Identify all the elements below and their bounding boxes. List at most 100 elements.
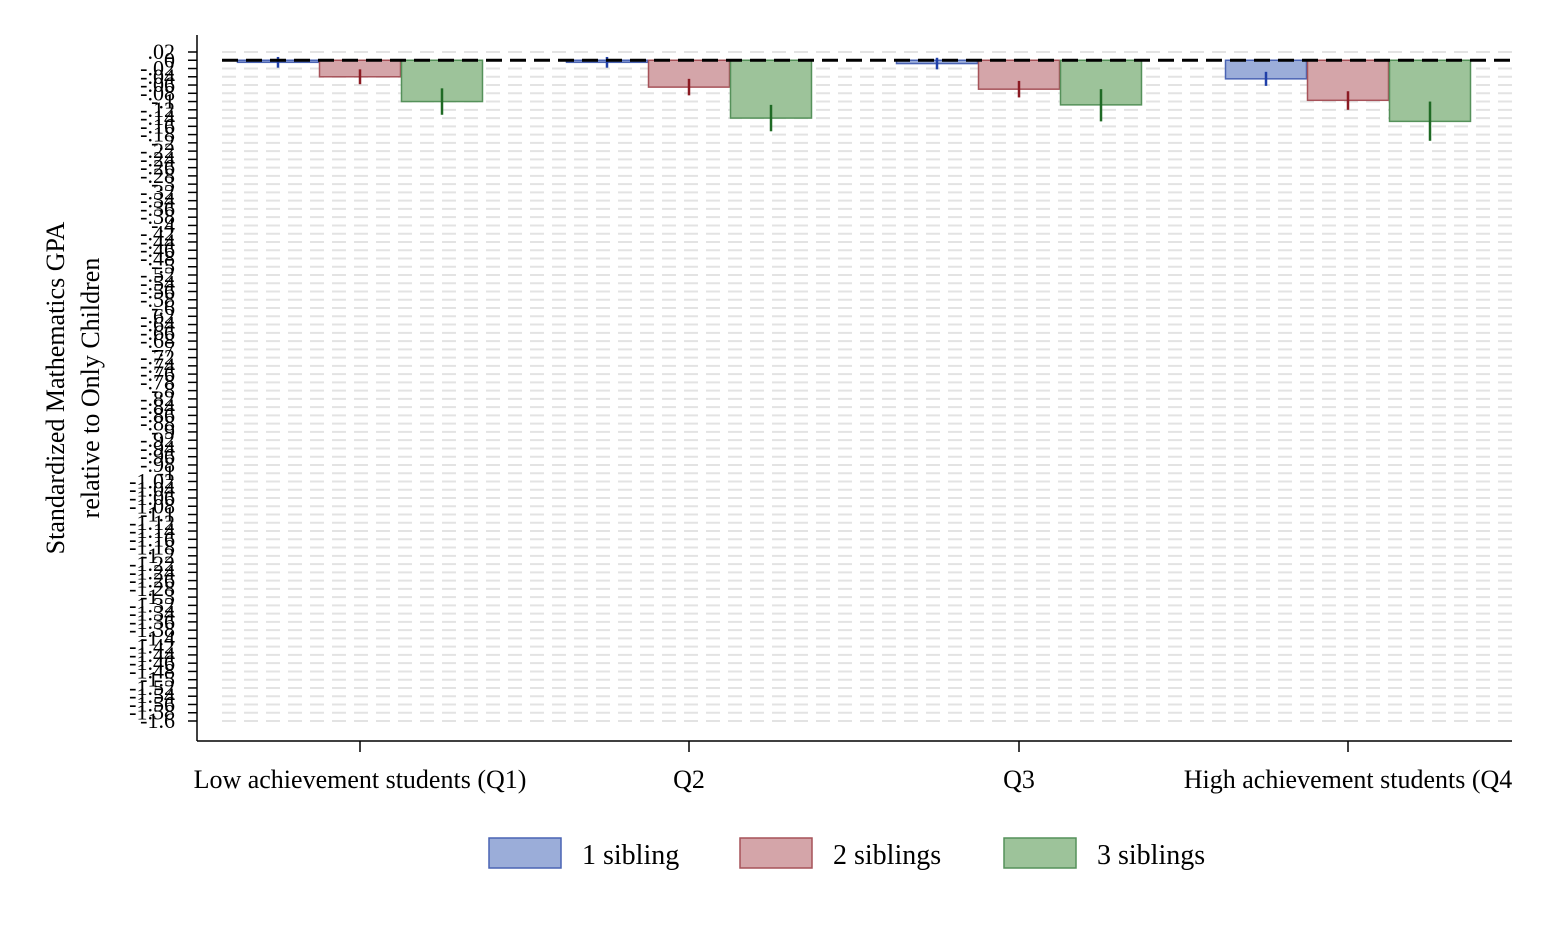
y-tick-label: -.8 bbox=[151, 378, 175, 403]
legend: 1 sibling 2 siblings 3 siblings bbox=[488, 837, 1205, 871]
y-tick-label: -1 bbox=[157, 460, 175, 485]
y-tick-label: -1.26 bbox=[129, 568, 175, 593]
y-tick-label: -.76 bbox=[140, 361, 175, 386]
y-tick-label: -1.14 bbox=[129, 518, 175, 543]
y-tick-label: -.84 bbox=[140, 394, 175, 419]
y-tick-label: -1.36 bbox=[129, 609, 175, 634]
y-tick-label: -.12 bbox=[140, 97, 175, 122]
y-tick-label: -1.06 bbox=[129, 485, 175, 510]
y-tick-label: -1.58 bbox=[129, 700, 175, 725]
y-tick-label: -.96 bbox=[140, 444, 175, 469]
y-tick-label: -.6 bbox=[151, 295, 175, 320]
legend-label: 1 sibling bbox=[582, 840, 679, 871]
y-tick-label: -1.32 bbox=[129, 592, 175, 617]
y-axis-label-line1: Standardized Mathematics GPA bbox=[41, 221, 70, 554]
y-tick-label: -1.56 bbox=[129, 691, 175, 716]
legend-swatch bbox=[488, 837, 562, 869]
y-tick-label: -1.4 bbox=[140, 625, 175, 650]
error-bars bbox=[276, 56, 1432, 141]
y-tick-label: .02 bbox=[148, 39, 176, 64]
y-tick-label: -1.04 bbox=[129, 477, 175, 502]
y-tick-label: -1.02 bbox=[129, 468, 175, 493]
y-tick-label: -1.18 bbox=[129, 535, 175, 560]
y-tick-label: -1.44 bbox=[129, 642, 175, 667]
y-tick-label: -.2 bbox=[151, 130, 175, 155]
x-tick-label: Q3 bbox=[1003, 765, 1035, 794]
y-tick-label: -1.28 bbox=[129, 576, 175, 601]
y-tick-label: -.26 bbox=[140, 155, 175, 180]
y-tick-label: -.74 bbox=[140, 353, 175, 378]
legend-swatch bbox=[739, 837, 813, 869]
y-tick-label: -.62 bbox=[140, 303, 175, 328]
x-tick-label: Q2 bbox=[673, 765, 705, 794]
y-tick-label: -.28 bbox=[140, 163, 175, 188]
y-tick-label: -.68 bbox=[140, 328, 175, 353]
y-tick-label: -1.16 bbox=[129, 526, 175, 551]
y-tick-label: -.24 bbox=[140, 146, 175, 171]
y-tick-label: -1.24 bbox=[129, 559, 175, 584]
y-tick-label: -.78 bbox=[140, 369, 175, 394]
y-tick-label: -1.08 bbox=[129, 493, 175, 518]
y-tick-label: -.02 bbox=[140, 56, 175, 81]
y-axis-label-line2: relative to Only Children bbox=[76, 258, 105, 519]
y-tick-label: -.32 bbox=[140, 179, 175, 204]
legend-label: 2 siblings bbox=[833, 840, 941, 871]
y-tick-label: -1.46 bbox=[129, 650, 175, 675]
y-tick-label: -.3 bbox=[151, 171, 175, 196]
y-tick-label: -1.52 bbox=[129, 675, 175, 700]
y-tick-label: -.48 bbox=[140, 245, 175, 270]
y-tick-label: -.38 bbox=[140, 204, 175, 229]
y-tick-label: -.1 bbox=[151, 89, 175, 114]
y-tick-label: -1.34 bbox=[129, 601, 175, 626]
y-tick-label: -.7 bbox=[151, 336, 175, 361]
y-tick-label: -.72 bbox=[140, 345, 175, 370]
legend-label: 3 siblings bbox=[1097, 840, 1205, 871]
y-tick-label: -.94 bbox=[140, 435, 175, 460]
y-tick-label: -1.48 bbox=[129, 658, 175, 683]
x-tick-label: High achievement students (Q4 bbox=[1184, 765, 1513, 794]
gridlines bbox=[222, 51, 1512, 722]
y-tick-label: -.46 bbox=[140, 237, 175, 262]
y-tick-label: -.64 bbox=[140, 312, 175, 337]
y-tick-label: -1.42 bbox=[129, 634, 175, 659]
x-tick-labels: Low achievement students (Q1) Q2 Q3 High ac… bbox=[194, 741, 1513, 794]
y-tick-label: 0 bbox=[164, 47, 175, 72]
axes bbox=[196, 35, 1512, 742]
y-tick-label: -.4 bbox=[151, 212, 175, 237]
bars bbox=[236, 59, 1472, 123]
y-tick-label: -.66 bbox=[140, 320, 175, 345]
y-tick-label: -.5 bbox=[151, 254, 175, 279]
y-tick-label: -.08 bbox=[140, 80, 175, 105]
y-tick-label: -.82 bbox=[140, 386, 175, 411]
y-tick-label: -.88 bbox=[140, 411, 175, 436]
y-tick-label: -.92 bbox=[140, 427, 175, 452]
y-tick-label: -1.5 bbox=[140, 667, 175, 692]
x-tick-label: Low achievement students (Q1) bbox=[194, 765, 527, 794]
y-tick-label: -.06 bbox=[140, 72, 175, 97]
y-tick-label: -.54 bbox=[140, 270, 175, 295]
y-tick-label: -1.3 bbox=[140, 584, 175, 609]
y-tick-label: -1.22 bbox=[129, 551, 175, 576]
y-tick-label: -.56 bbox=[140, 279, 175, 304]
y-tick-label: -1.54 bbox=[129, 683, 175, 708]
y-tick-label: -.98 bbox=[140, 452, 175, 477]
y-tick-label: -.9 bbox=[151, 419, 175, 444]
legend-swatch bbox=[1003, 837, 1077, 869]
y-tick-label: -1.2 bbox=[140, 543, 175, 568]
y-tick-label: -.14 bbox=[140, 105, 175, 130]
y-tick-label: -.34 bbox=[140, 188, 175, 213]
y-tick-label: -1.38 bbox=[129, 617, 175, 642]
y-tick-label: -.42 bbox=[140, 221, 175, 246]
y-tick-label: -.18 bbox=[140, 122, 175, 147]
y-tick-label: -1.6 bbox=[140, 708, 175, 733]
y-tick-label: -.04 bbox=[140, 64, 175, 89]
y-tick-label: -.36 bbox=[140, 196, 175, 221]
y-tick-label: -1.1 bbox=[140, 502, 175, 527]
y-tick-label: -.58 bbox=[140, 287, 175, 312]
y-tick-label: -.16 bbox=[140, 113, 175, 138]
y-tick-label: -.22 bbox=[140, 138, 175, 163]
y-tick-label: -.44 bbox=[140, 229, 175, 254]
y-tick-label: -.52 bbox=[140, 262, 175, 287]
y-tick-label: -1.12 bbox=[129, 510, 175, 535]
